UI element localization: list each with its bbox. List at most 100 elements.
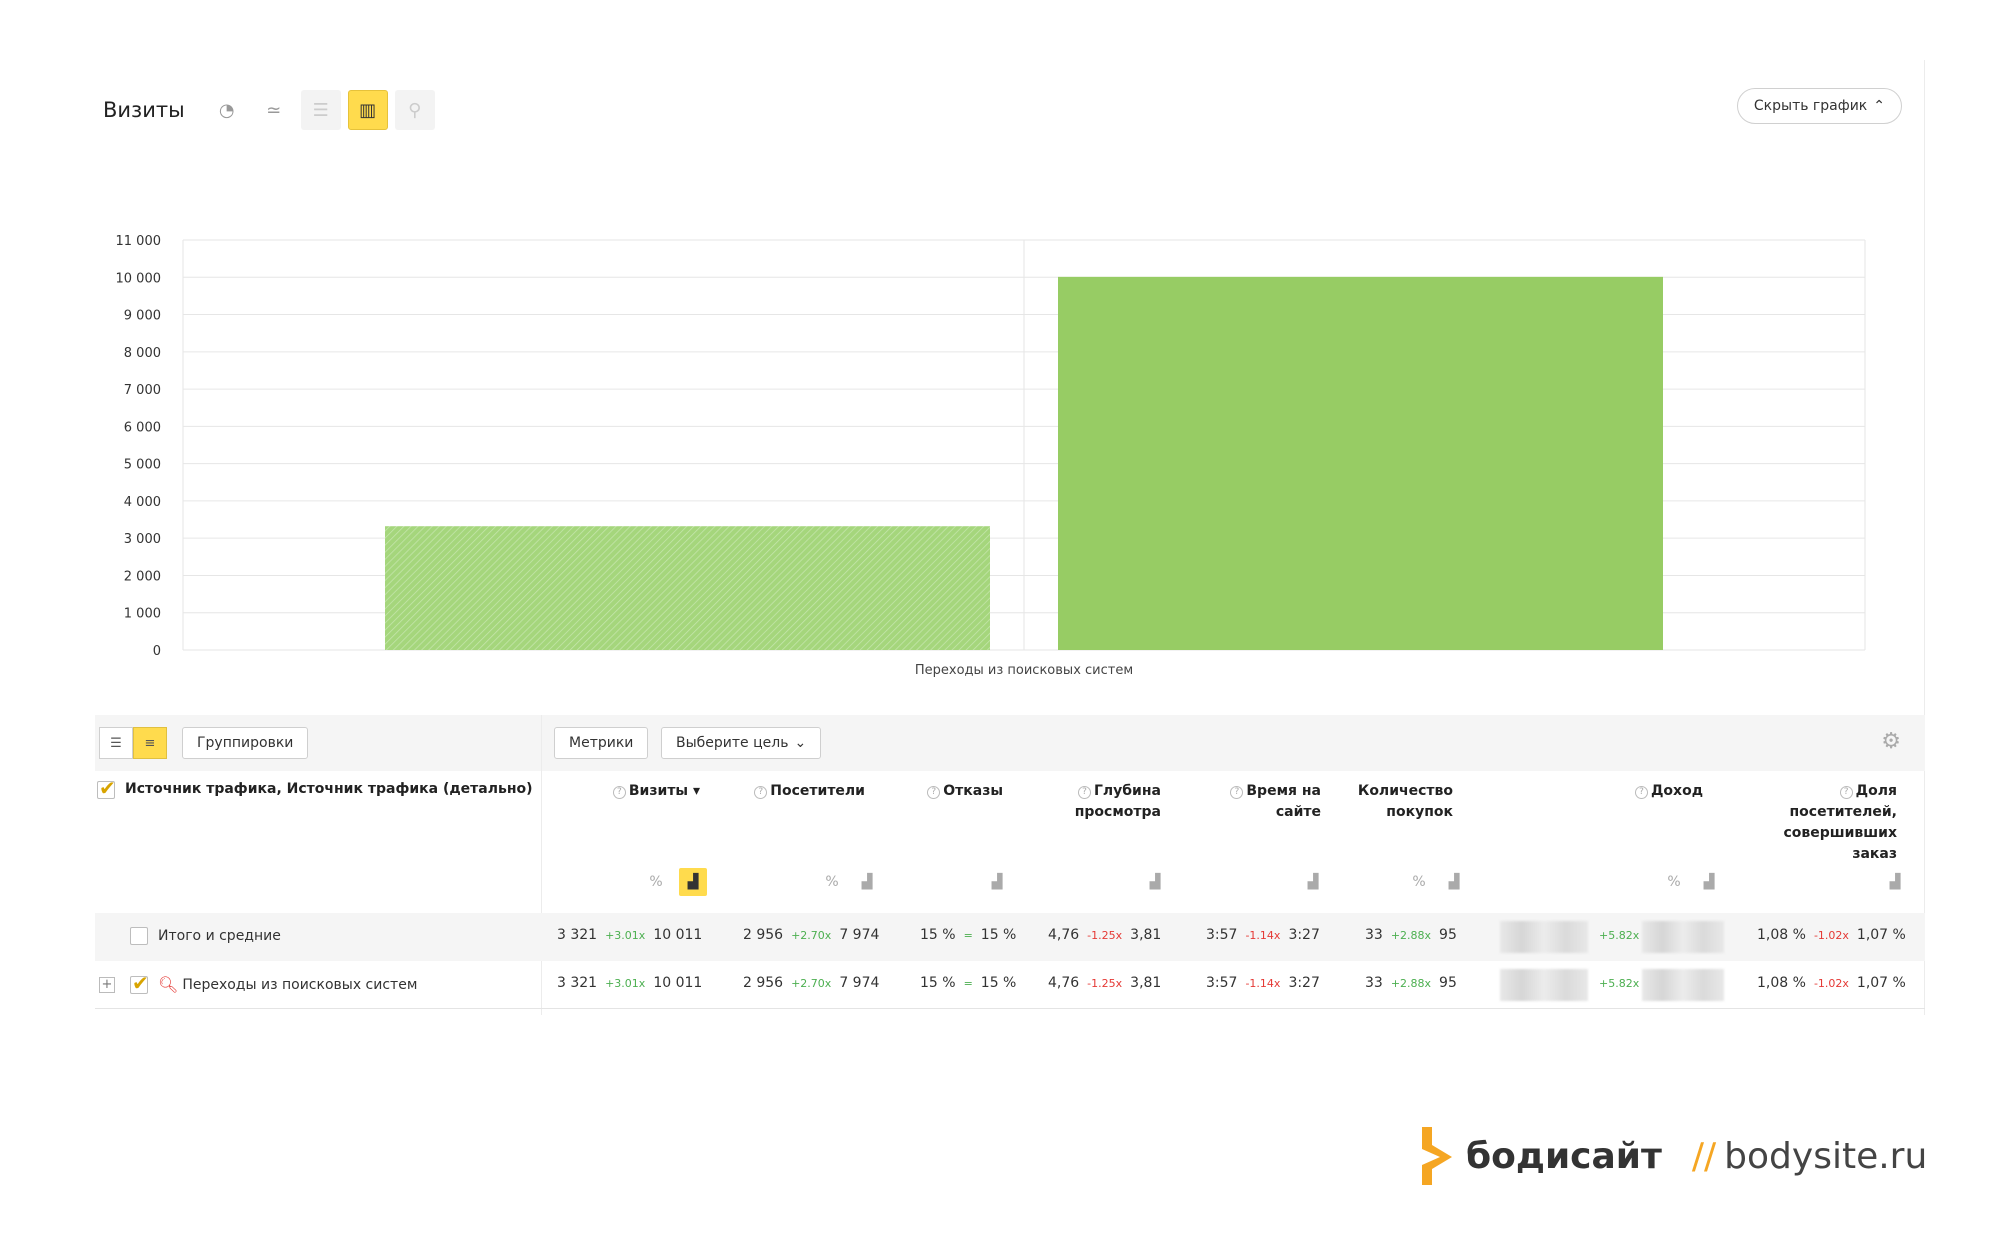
y-tick-label: 9 000 [124, 309, 161, 324]
cell-time: 3:57 -1.14x 3:27 [1206, 975, 1320, 991]
metrics-label: Метрики [569, 735, 634, 751]
visits-bar-chart: 0 1 000 2 000 3 000 4 000 5 000 6 000 7 000 8 00… [116, 234, 1866, 678]
cell-depth: 4,76 -1.25x 3,81 [1048, 975, 1162, 991]
dimension-header: Источник трафика, Источник трафика (дета… [97, 776, 533, 800]
groupings-button[interactable]: Группировки [182, 727, 309, 759]
cell-revenue-delta: +5.82x [1599, 977, 1640, 990]
table-toolbar: ☰ ≡ Группировки Метрики Выберите цель ⌄ … [95, 715, 1925, 771]
cell-visitors: 2 956 +2.70x 7 974 [743, 975, 880, 991]
list-view-icon[interactable]: ☰ [99, 727, 133, 759]
y-tick-label: 3 000 [124, 532, 161, 547]
bar-chart-icon[interactable]: ▥ [347, 90, 388, 130]
chart-title: Визиты [103, 98, 185, 122]
logo-site: bodysite.ru [1724, 1135, 1928, 1177]
percent-icon[interactable]: % [649, 874, 663, 890]
cell-visitors: 2 956 +2.70x 7 974 [743, 927, 880, 943]
percent-icon[interactable]: % [1667, 874, 1681, 890]
tree-view-icon[interactable]: ≡ [133, 727, 167, 759]
cell-bounces: 15 % = 15 % [920, 975, 1017, 991]
help-icon[interactable]: ? [1634, 786, 1648, 799]
y-tick-label: 10 000 [116, 271, 162, 286]
row-label: Итого и средние [130, 927, 281, 945]
redacted-value [1500, 969, 1588, 1001]
col-depth[interactable]: ? Глубина просмотра [1074, 783, 1161, 820]
brand-logo: бодисайт // bodysite.ru [1418, 1125, 1927, 1187]
cell-visits: 3 321 +3.01x 10 011 [557, 927, 703, 943]
cell-share: 1,08 % -1.02x 1,07 % [1757, 927, 1906, 943]
y-tick-label: 7 000 [124, 383, 161, 398]
row-checkbox[interactable] [130, 927, 148, 945]
col-time[interactable]: ? Время на сайте [1230, 781, 1321, 823]
help-icon[interactable]: ? [1230, 786, 1244, 799]
logo-mark-icon [1422, 1127, 1452, 1185]
bar-stat-icon[interactable]: ▟ [991, 874, 1003, 890]
col-revenue[interactable]: ? Доход [1634, 781, 1703, 802]
cell-share: 1,08 % -1.02x 1,07 % [1757, 975, 1906, 991]
line-chart-icon[interactable]: ≃ [266, 99, 282, 121]
cell-visits: 3 321 +3.01x 10 011 [557, 975, 703, 991]
chart-header: Визиты ◔ ≃ ☰ ▥ ⚲ [103, 90, 442, 130]
cell-purchases: 33 +2.88x 95 [1365, 975, 1457, 991]
expand-icon[interactable]: + [99, 977, 115, 993]
help-icon[interactable]: ? [1839, 786, 1853, 799]
gear-icon[interactable]: ⚙ [1881, 729, 1901, 754]
col-bounces[interactable]: ? Отказы [927, 781, 1003, 802]
help-icon[interactable]: ? [612, 786, 626, 799]
search-icon: 🔍︎ [158, 975, 179, 994]
y-tick-label: 5 000 [124, 458, 161, 473]
column-divider [541, 715, 542, 1015]
logo-slashes: // [1691, 1135, 1717, 1177]
table-row-totals: Итого и средние 3 321 +3.01x 10 011 2 956 +… [95, 913, 1925, 961]
bar-stat-icon[interactable]: ▟ [861, 874, 873, 890]
groupings-label: Группировки [197, 735, 294, 751]
bar-stat-icon[interactable]: ▟ [679, 868, 707, 896]
report-panel: Визиты ◔ ≃ ☰ ▥ ⚲ Скрыть график ⌃ 0 1 000 2… [95, 60, 1925, 1015]
y-tick-label: 1 000 [124, 607, 161, 622]
cell-time: 3:57 -1.14x 3:27 [1206, 927, 1320, 943]
sort-desc-icon: ▾ [692, 783, 700, 799]
cell-depth: 4,76 -1.25x 3,81 [1048, 927, 1162, 943]
y-tick-label: 0 [153, 644, 161, 659]
cell-bounces: 15 % = 15 % [920, 927, 1017, 943]
map-pin-icon[interactable]: ⚲ [394, 90, 435, 130]
cell-purchases: 33 +2.88x 95 [1365, 927, 1457, 943]
bar-stat-icon[interactable]: ▟ [1448, 874, 1460, 890]
col-share[interactable]: ? Доля посетителей, совершивших заказ [1783, 783, 1897, 862]
hide-chart-label: Скрыть график [1753, 98, 1868, 114]
col-visits[interactable]: ? Визиты ▾ [612, 781, 700, 802]
select-all-checkbox[interactable] [97, 776, 116, 800]
row-label: 🔍︎ Переходы из поисковых систем [130, 971, 417, 995]
bar-stat-icon[interactable]: ▟ [1889, 874, 1901, 890]
row-checkbox[interactable] [130, 971, 149, 995]
help-icon[interactable]: ? [1077, 786, 1091, 799]
redacted-value [1500, 921, 1588, 953]
y-tick-label: 11 000 [116, 234, 162, 249]
bar-stat-icon[interactable]: ▟ [1307, 874, 1319, 890]
hide-chart-button[interactable]: Скрыть график ⌃ [1736, 88, 1902, 124]
bar-stat-icon[interactable]: ▟ [1703, 874, 1715, 890]
area-chart-icon[interactable]: ☰ [300, 90, 341, 130]
logo-brand: бодисайт [1466, 1135, 1662, 1177]
redacted-value [1642, 969, 1724, 1001]
table-row[interactable]: + 🔍︎ Переходы из поисковых систем 3 321+… [95, 961, 1925, 1009]
y-tick-label: 2 000 [124, 569, 161, 584]
help-icon[interactable]: ? [754, 786, 768, 799]
pie-chart-icon[interactable]: ◔ [218, 99, 235, 121]
percent-icon[interactable]: % [1412, 874, 1426, 890]
chevron-up-icon: ⌃ [1873, 98, 1885, 114]
table-header: Источник трафика, Источник трафика (дета… [95, 771, 1925, 913]
goal-select[interactable]: Выберите цель ⌄ [661, 727, 822, 759]
dimension-header-label: Источник трафика, Источник трафика (дета… [125, 781, 533, 797]
bar-stat-icon[interactable]: ▟ [1149, 874, 1161, 890]
percent-icon[interactable]: % [825, 874, 839, 890]
y-tick-label: 6 000 [124, 420, 161, 435]
y-tick-label: 4 000 [124, 495, 161, 510]
goal-label: Выберите цель [676, 735, 789, 751]
col-purchases[interactable]: Количество покупок [1357, 783, 1453, 820]
cell-revenue-delta: +5.82x [1599, 929, 1640, 942]
y-tick-label: 8 000 [124, 346, 161, 361]
help-icon[interactable]: ? [927, 786, 941, 799]
col-visitors[interactable]: ? Посетители [754, 781, 865, 802]
metrics-button[interactable]: Метрики [554, 727, 649, 759]
bar [385, 526, 990, 650]
